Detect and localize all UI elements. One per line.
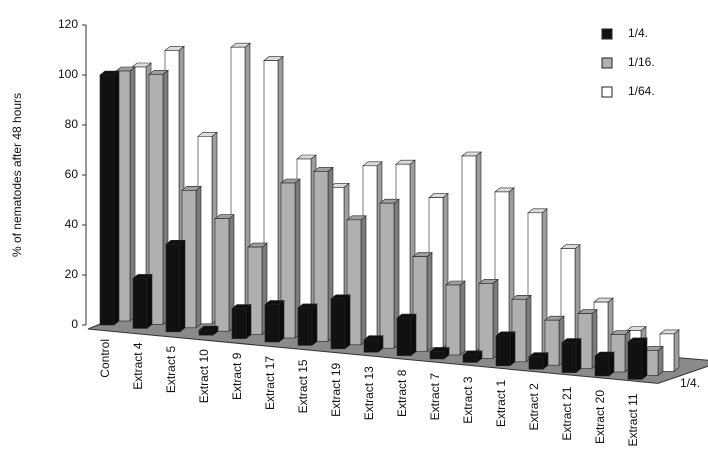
- x-tick-label: Extract 10: [197, 349, 211, 403]
- y-tick-label: 20: [65, 267, 79, 281]
- bar-side: [113, 70, 120, 326]
- bar-side: [509, 331, 516, 367]
- bar: [495, 335, 511, 367]
- bar: [297, 307, 313, 346]
- bar: [148, 74, 164, 325]
- bar-side: [360, 215, 367, 346]
- bar-side: [245, 303, 252, 340]
- bar: [313, 171, 329, 342]
- bar-side: [146, 273, 153, 330]
- bar: [627, 341, 643, 380]
- x-tick-label: Control: [98, 339, 112, 378]
- bar: [379, 202, 395, 349]
- bar: [561, 342, 577, 373]
- bar: [528, 356, 544, 370]
- legend-label: 1/16.: [628, 55, 655, 69]
- depth-axis-label: 1/4.: [680, 376, 700, 390]
- bar-side: [410, 313, 417, 357]
- y-tick-label: 60: [65, 167, 79, 181]
- x-tick-label: Extract 3: [461, 376, 475, 424]
- bar: [198, 329, 214, 336]
- bar-side: [641, 337, 648, 381]
- bar: [99, 74, 115, 326]
- legend-swatch: [601, 57, 613, 69]
- bar: [247, 246, 263, 335]
- x-tick-label: Extract 8: [395, 369, 409, 417]
- x-tick-label: Extract 11: [626, 393, 640, 446]
- x-tick-label: Extract 13: [362, 366, 376, 420]
- x-tick-label: Extract 20: [593, 390, 607, 444]
- x-tick-label: Extract 9: [230, 352, 244, 400]
- bar: [511, 298, 527, 363]
- x-tick-label: Extract 4: [131, 342, 145, 390]
- x-tick-label: Extract 7: [428, 373, 442, 421]
- bar: [594, 355, 610, 377]
- bar-side: [575, 337, 582, 374]
- bar-side: [525, 294, 532, 363]
- legend-label: 1/4.: [628, 26, 648, 40]
- bar: [231, 308, 247, 339]
- x-tick-label: Extract 15: [296, 359, 310, 413]
- bar-side: [344, 294, 351, 350]
- bar-side: [657, 345, 664, 377]
- bar: [445, 284, 461, 356]
- bar-side: [459, 280, 466, 356]
- bar: [280, 182, 296, 339]
- bar: [363, 339, 379, 353]
- y-tick-label: 40: [65, 217, 79, 231]
- x-tick-label: Extract 1: [494, 379, 508, 427]
- bar: [412, 256, 428, 352]
- bar: [132, 278, 148, 329]
- legend-swatch: [601, 28, 613, 40]
- bar: [478, 283, 494, 359]
- bar: [346, 219, 362, 346]
- bar: [544, 319, 560, 366]
- y-tick-label: 100: [58, 67, 78, 81]
- bar-side: [195, 185, 202, 329]
- bar-side: [426, 251, 433, 353]
- bar: [165, 244, 181, 333]
- bar-side: [673, 329, 680, 373]
- bar: [396, 317, 412, 356]
- y-axis-label: % of nematodes after 48 hours: [10, 93, 24, 257]
- x-tick-label: Extract 21: [560, 386, 574, 440]
- bar-side: [311, 303, 318, 347]
- y-tick-label: 120: [58, 17, 78, 31]
- x-tick-label: Extract 17: [263, 356, 277, 410]
- legend-swatch: [601, 86, 613, 98]
- x-tick-label: Extract 2: [527, 383, 541, 431]
- bar: [429, 351, 445, 360]
- x-tick-label: Extract 5: [164, 345, 178, 393]
- bar: [330, 298, 346, 350]
- y-tick-label: 0: [71, 317, 78, 331]
- legend-label: 1/64.: [628, 84, 655, 98]
- bar: [264, 304, 280, 343]
- bar-side: [278, 299, 285, 343]
- bar: [214, 218, 230, 332]
- y-tick-label: 80: [65, 117, 79, 131]
- bar: [462, 354, 478, 363]
- bar-side: [179, 239, 186, 333]
- x-tick-label: Extract 19: [329, 362, 343, 416]
